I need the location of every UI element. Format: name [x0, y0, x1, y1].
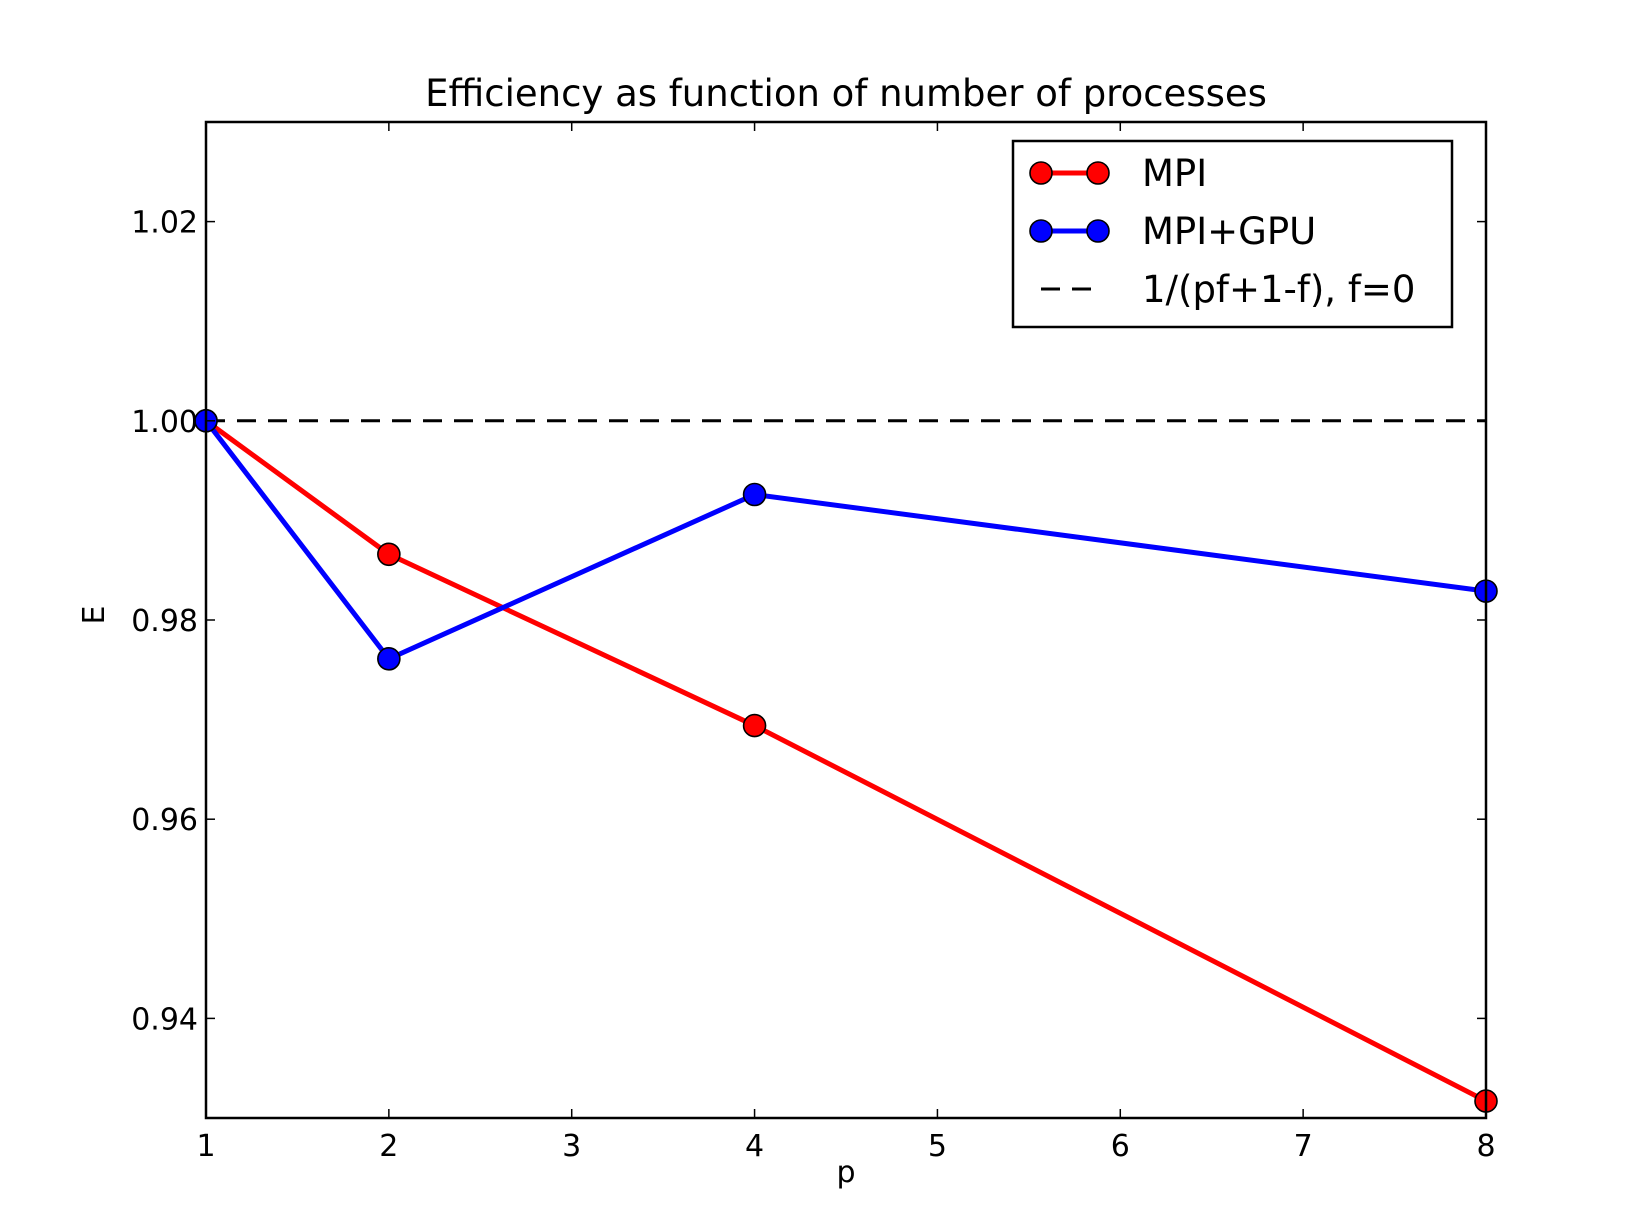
y-tick-label-2: 0.98 [131, 604, 198, 639]
legend-label-1: MPI+GPU [1142, 210, 1316, 253]
y-axis-title: E [77, 606, 112, 625]
y-tick-label-3: 1.00 [131, 405, 198, 440]
legend: MPI MPI+GPU 1/(pf+1-f), f=0 [1011, 139, 1454, 329]
x-tick-label-6: 7 [1294, 1129, 1313, 1164]
legend-marker-start-1 [1029, 219, 1053, 243]
data-point-0-1 [377, 542, 401, 567]
data-point-1-2 [742, 482, 767, 507]
x-tick-label-5: 6 [1111, 1129, 1130, 1164]
series-line-0 [204, 418, 1488, 1104]
x-tick-label-0: 1 [196, 1129, 215, 1164]
legend-label-0: MPI [1142, 152, 1207, 195]
x-axis-title: p [836, 1155, 855, 1190]
y-tick-label-1: 0.96 [131, 803, 198, 838]
x-tick-label-3: 4 [745, 1129, 764, 1164]
legend-marker-end-0 [1086, 161, 1110, 185]
y-tick-label-0: 0.94 [131, 1002, 198, 1037]
x-tick-label-2: 3 [562, 1129, 581, 1164]
legend-marker-start-0 [1029, 161, 1053, 185]
series-line-1 [204, 419, 1487, 662]
chart-title: Efficiency as function of number of proc… [425, 72, 1267, 115]
legend-label-2: 1/(pf+1-f), f=0 [1142, 268, 1415, 311]
legend-marker-end-1 [1086, 219, 1110, 243]
y-tick-label-4: 1.02 [131, 206, 198, 241]
plot-area [194, 408, 1498, 1113]
x-tick-label-1: 2 [379, 1129, 398, 1164]
x-tick-label-4: 5 [928, 1129, 947, 1164]
data-point-0-2 [742, 713, 767, 738]
data-point-1-1 [377, 647, 401, 671]
axes: 1 2 3 4 5 6 7 8 0.94 0.96 0.98 1.00 1.02 [131, 120, 1496, 1164]
x-tick-label-7: 8 [1476, 1129, 1495, 1164]
